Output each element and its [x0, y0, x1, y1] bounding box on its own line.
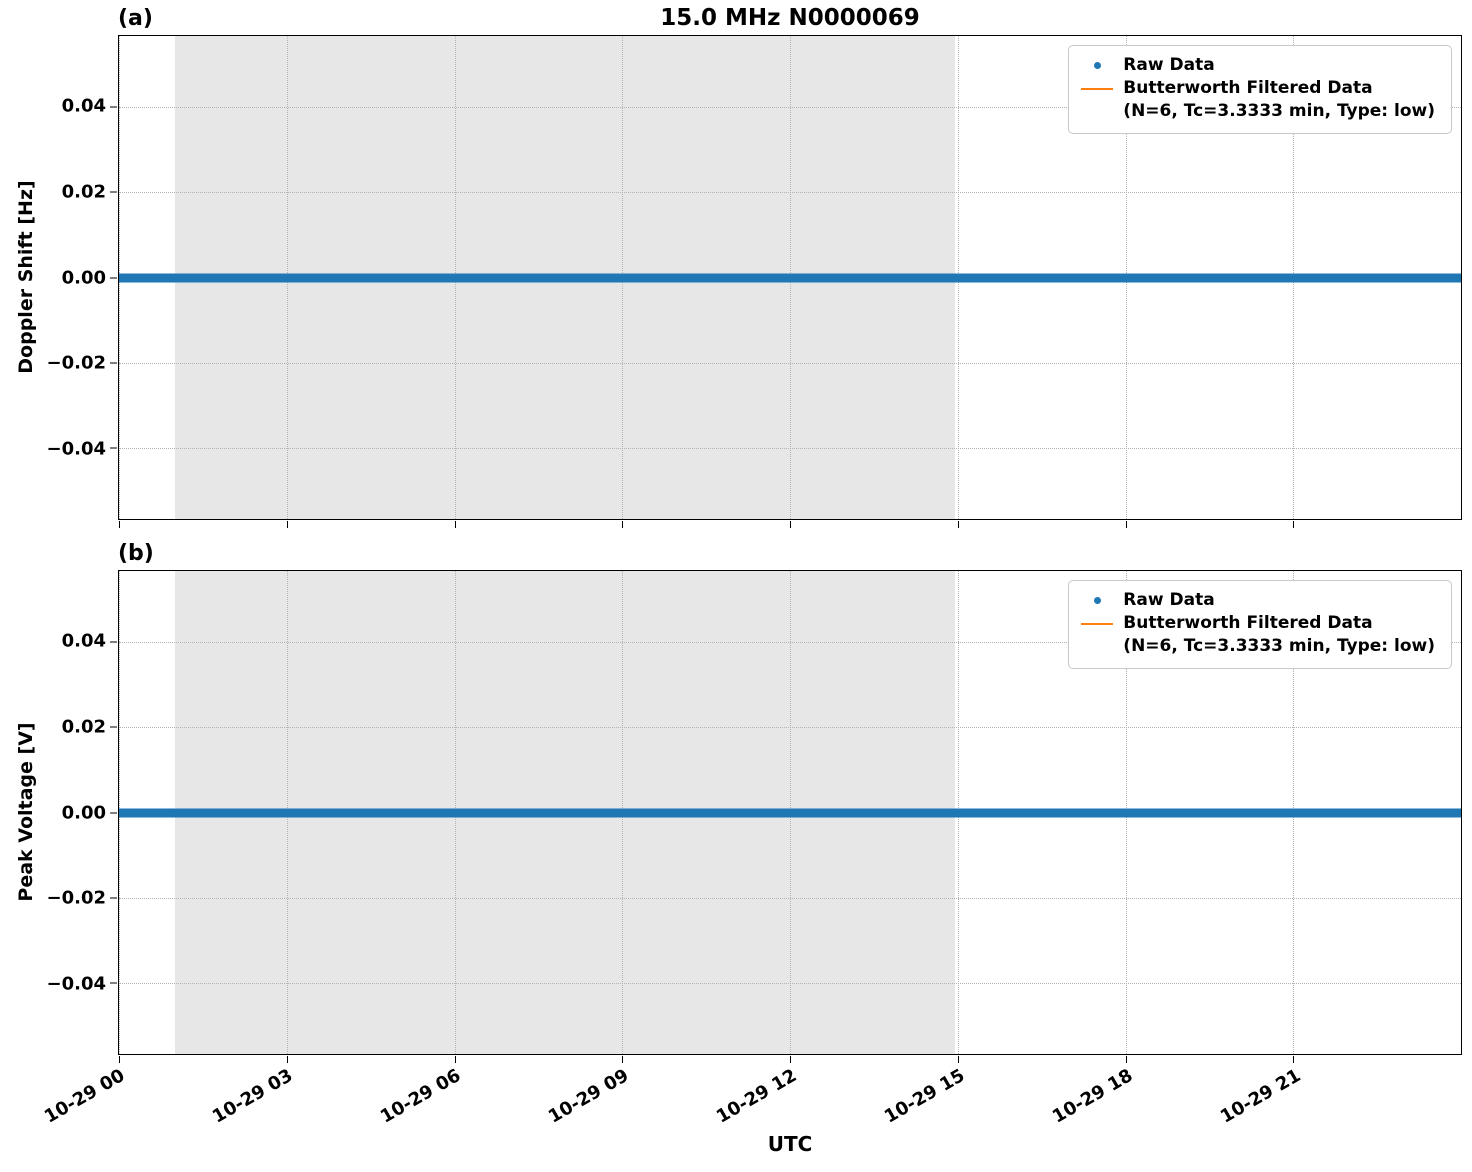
x-tick-mark [286, 521, 288, 528]
raw-data-line-b [119, 808, 1461, 817]
y-tick-label: 0.04 [61, 630, 106, 652]
x-tick-mark [957, 521, 959, 528]
gridline-horizontal [119, 983, 1461, 985]
y-tick-label: −0.02 [46, 887, 107, 909]
y-axis-ticks-a: 0.04 0.02 0.00 −0.02 −0.04 [0, 35, 107, 520]
panel-tag-b: (b) [118, 541, 154, 566]
y-tick-mark [110, 812, 117, 813]
legend-row-filtered: Butterworth Filtered Data (N=6, Tc=3.333… [1079, 77, 1435, 123]
x-tick-mark [1293, 521, 1295, 528]
legend-raw-label: Raw Data [1123, 55, 1215, 75]
gridline-horizontal [119, 192, 1461, 193]
raw-data-marker-icon [1079, 54, 1115, 69]
y-tick-label: 0.04 [61, 95, 106, 117]
x-tick-mark [622, 521, 624, 528]
x-tick-label: 10-29 21 [1217, 1065, 1305, 1128]
raw-data-marker-icon [1079, 589, 1115, 604]
y-tick-mark [110, 897, 117, 899]
y-tick-mark [110, 726, 117, 728]
y-tick-label: −0.04 [46, 973, 107, 995]
filtered-data-marker-icon [1079, 612, 1115, 625]
x-tick-label: 10-29 03 [209, 1065, 297, 1128]
legend-raw-label: Raw Data [1123, 590, 1215, 610]
legend-b: Raw Data Butterworth Filtered Data (N=6,… [1068, 580, 1452, 669]
y-tick-label: −0.02 [46, 352, 107, 374]
y-tick-mark [110, 106, 117, 108]
legend-filtered-label-line2: (N=6, Tc=3.3333 min, Type: low) [1123, 101, 1435, 121]
y-tick-mark [110, 641, 117, 643]
x-tick-mark [1125, 521, 1127, 528]
gridline-horizontal [119, 448, 1461, 450]
gridline-horizontal [119, 897, 1461, 899]
gridline-horizontal [119, 727, 1461, 728]
y-axis-ticks-b: 0.04 0.02 0.00 −0.02 −0.04 [0, 570, 107, 1055]
x-tick-mark [286, 1056, 288, 1063]
x-tick-mark [1293, 1056, 1295, 1063]
gridline-horizontal [119, 106, 1461, 108]
x-tick-mark [957, 1056, 959, 1063]
x-tick-label: 10-29 06 [377, 1065, 465, 1128]
y-axis-label-a: Doppler Shift [Hz] [15, 180, 37, 374]
y-tick-mark [110, 362, 117, 364]
y-tick-label: 0.02 [61, 181, 106, 203]
legend-row-filtered: Butterworth Filtered Data (N=6, Tc=3.333… [1079, 612, 1435, 658]
x-tick-mark [622, 1056, 624, 1063]
x-tick-mark [119, 1056, 120, 1063]
panel-tag-a: (a) [118, 6, 153, 31]
y-tick-label: 0.00 [61, 267, 106, 288]
x-tick-mark [790, 521, 791, 528]
legend-filtered-label: Butterworth Filtered Data (N=6, Tc=3.333… [1123, 612, 1435, 658]
x-tick-mark [1125, 1056, 1127, 1063]
x-tick-mark [790, 1056, 791, 1063]
legend-row-raw: Raw Data [1079, 589, 1435, 612]
x-tick-mark [454, 521, 456, 528]
x-tick-label: 10-29 12 [713, 1065, 801, 1128]
legend-filtered-label-line1: Butterworth Filtered Data [1123, 78, 1373, 98]
x-tick-label: 10-29 00 [41, 1065, 129, 1128]
x-tick-mark [119, 521, 120, 528]
y-tick-label: 0.00 [61, 802, 106, 823]
plot-area-b: Raw Data Butterworth Filtered Data (N=6,… [110, 570, 1462, 1063]
gridline-horizontal [119, 641, 1461, 643]
filtered-data-marker-icon [1079, 77, 1115, 90]
figure-title: 15.0 MHz N0000069 [660, 5, 920, 31]
gridline-horizontal [119, 362, 1461, 364]
y-tick-mark [110, 277, 117, 278]
y-tick-mark [110, 191, 117, 193]
x-tick-mark [454, 1056, 456, 1063]
raw-data-line-a [119, 273, 1461, 282]
legend-filtered-label-line2: (N=6, Tc=3.3333 min, Type: low) [1123, 636, 1435, 656]
plot-area-a: Raw Data Butterworth Filtered Data (N=6,… [110, 35, 1462, 528]
y-tick-mark [110, 982, 117, 984]
x-tick-label: 10-29 09 [545, 1065, 633, 1128]
legend-filtered-label: Butterworth Filtered Data (N=6, Tc=3.333… [1123, 77, 1435, 123]
x-tick-label: 10-29 15 [881, 1065, 969, 1128]
x-tick-label: 10-29 18 [1049, 1065, 1137, 1128]
y-tick-mark [110, 447, 117, 449]
x-axis-label: UTC [767, 1132, 813, 1156]
legend-row-raw: Raw Data [1079, 54, 1435, 77]
y-tick-label: 0.02 [61, 716, 106, 738]
legend-filtered-label-line1: Butterworth Filtered Data [1123, 613, 1373, 633]
y-axis-label-b: Peak Voltage [V] [15, 722, 37, 902]
legend-a: Raw Data Butterworth Filtered Data (N=6,… [1068, 45, 1452, 134]
y-tick-label: −0.04 [46, 438, 107, 460]
